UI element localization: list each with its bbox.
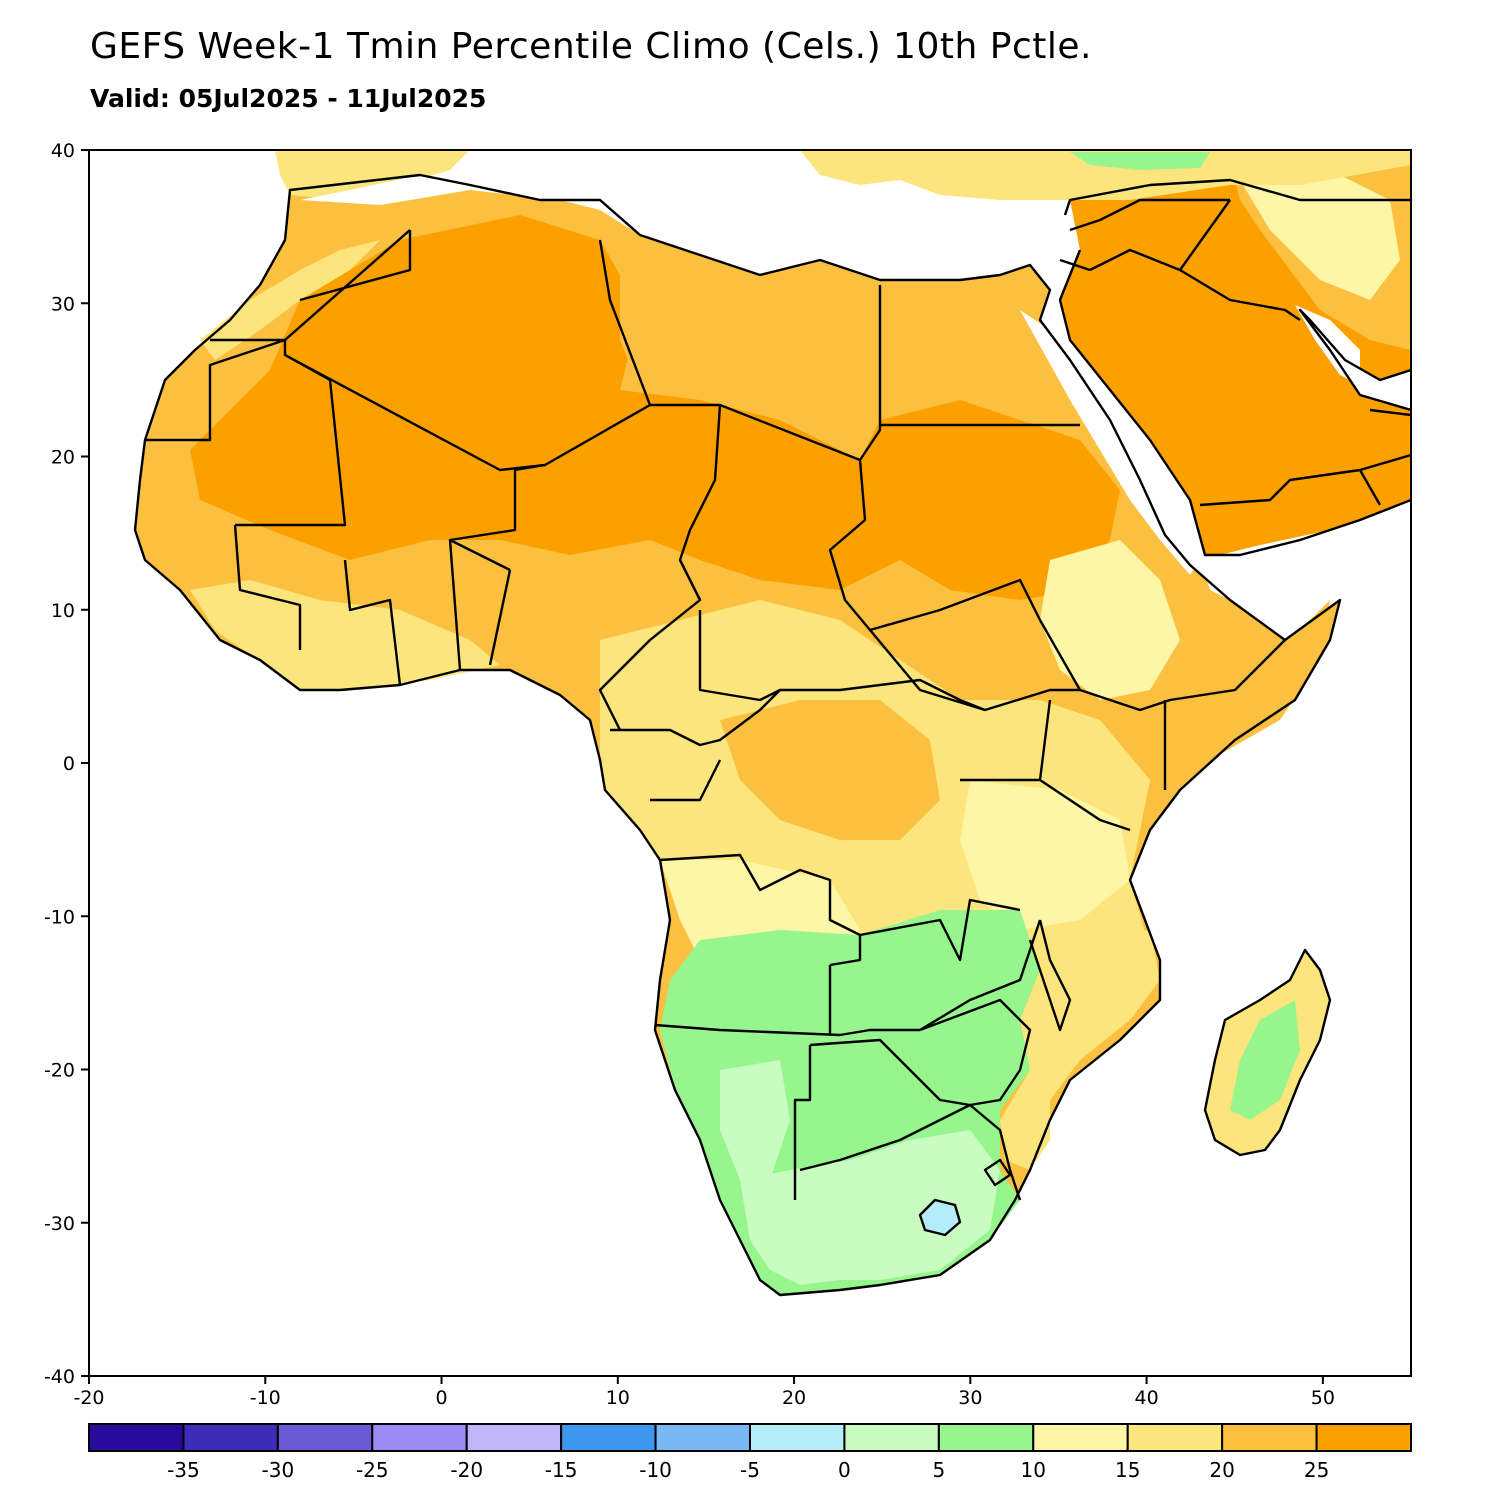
colorbar-label: 10 bbox=[1021, 1458, 1046, 1482]
border-west-africa bbox=[233, 524, 512, 686]
border-botswana bbox=[793, 1038, 972, 1200]
lon-tick-label: 30 bbox=[958, 1387, 982, 1409]
border-south-sudan bbox=[869, 619, 1082, 712]
colorbar-swatch bbox=[276, 1423, 374, 1452]
colorbar-swatch bbox=[371, 1423, 468, 1452]
lat-tick-label: 0 bbox=[63, 753, 75, 775]
guinea-coast-zone bbox=[190, 580, 500, 690]
lat-tick-label: -40 bbox=[44, 1366, 75, 1388]
colorbar-swatch bbox=[1032, 1423, 1129, 1452]
border-zimbabwe-mozambique bbox=[919, 998, 1032, 1201]
border-kenya-tanzania bbox=[960, 699, 1131, 832]
border-algeria bbox=[284, 229, 652, 472]
colorbar-label: 5 bbox=[932, 1458, 945, 1482]
colorbar-swatch bbox=[1126, 1423, 1224, 1452]
red-sea bbox=[1020, 310, 1200, 575]
colorbar-swatch bbox=[937, 1423, 1035, 1452]
colorbar-swatch bbox=[1315, 1423, 1412, 1452]
shaded-field bbox=[135, 150, 1411, 1295]
colorbar-label: -20 bbox=[450, 1458, 483, 1482]
colorbar-label: -15 bbox=[545, 1458, 578, 1482]
lat-tick-label: 10 bbox=[51, 600, 75, 622]
border-arabia bbox=[1089, 199, 1411, 507]
colorbar-label: -25 bbox=[356, 1458, 389, 1482]
tanzania-zone bbox=[960, 780, 1130, 930]
libya-zone bbox=[620, 270, 870, 420]
iran-highlands bbox=[1240, 170, 1400, 300]
lesotho-zone bbox=[920, 1200, 960, 1235]
east-africa-highlands-zone bbox=[1040, 540, 1180, 700]
mediterranean-sea bbox=[300, 175, 1065, 280]
colorbar-label: 15 bbox=[1115, 1458, 1140, 1482]
morocco-coast bbox=[200, 240, 380, 360]
colorbar-label: -10 bbox=[639, 1458, 672, 1482]
lat-tick-label: 30 bbox=[51, 293, 75, 315]
colorbar-swatch bbox=[749, 1423, 846, 1452]
colorbar-swatch bbox=[465, 1423, 563, 1452]
lat-tick-label: -20 bbox=[44, 1060, 75, 1082]
border-car bbox=[698, 610, 986, 712]
border-drc-angola bbox=[659, 853, 1021, 962]
axis-ticks bbox=[81, 149, 1324, 1384]
africa-coastline bbox=[133, 173, 1342, 1297]
arabia-coastline bbox=[1058, 178, 1411, 557]
mozambique-zone bbox=[1000, 930, 1160, 1170]
border-morocco bbox=[210, 230, 412, 342]
border-nigeria-cameroon bbox=[598, 559, 702, 731]
colorbar-label: -30 bbox=[262, 1458, 295, 1482]
madagascar-cool-zone bbox=[1230, 1000, 1300, 1120]
valid-date-range: Valid: 05Jul2025 - 11Jul2025 bbox=[90, 84, 487, 113]
map-title: GEFS Week-1 Tmin Percentile Climo (Cels.… bbox=[90, 26, 1092, 67]
congo-basin-warm bbox=[720, 700, 940, 840]
colorbar-swatch bbox=[1221, 1423, 1318, 1452]
colorbar-swatch bbox=[843, 1423, 940, 1452]
lon-tick-label: 50 bbox=[1311, 1387, 1335, 1409]
colorbar-swatch bbox=[88, 1423, 185, 1452]
border-angola-namibia bbox=[654, 1023, 920, 1037]
border-levant bbox=[1059, 198, 1230, 272]
country-borders bbox=[133, 173, 1411, 1297]
colorbar-label: 20 bbox=[1209, 1458, 1234, 1482]
gulf-of-aden bbox=[1200, 520, 1411, 605]
sahara-zone bbox=[190, 215, 1120, 600]
border-malawi bbox=[1028, 919, 1072, 1032]
lon-tick-label: 0 bbox=[435, 1387, 447, 1409]
colorbar-swatch bbox=[560, 1423, 657, 1452]
lat-tick-label: -10 bbox=[44, 906, 75, 928]
egypt-zone bbox=[880, 285, 1030, 410]
lon-tick-label: 20 bbox=[782, 1387, 806, 1409]
axis-labels: -20 -10 0 10 20 30 40 50 40 30 20 10 0 -10 -20 -30 -40 bbox=[44, 140, 1335, 1409]
border-gabon-congo bbox=[610, 689, 781, 802]
namibia-cool-zone bbox=[720, 1060, 790, 1180]
colorbar-label: -5 bbox=[740, 1458, 760, 1482]
iberia-coast bbox=[275, 150, 470, 200]
madagascar-coastline bbox=[1203, 948, 1332, 1157]
colorbar: -35 -30 -25 -20 -15 -10 -5 0 5 10 15 20 25 bbox=[88, 1423, 1412, 1482]
lat-tick-label: -30 bbox=[44, 1213, 75, 1235]
colorbar-label: 0 bbox=[838, 1458, 851, 1482]
colorbar-swatch bbox=[182, 1423, 279, 1452]
border-eswatini bbox=[983, 1158, 1012, 1187]
lat-tick-label: 20 bbox=[51, 447, 75, 469]
lon-tick-label: -20 bbox=[73, 1387, 104, 1409]
anatolia-cool-patch bbox=[1070, 152, 1210, 170]
border-ethiopia-somalia bbox=[1079, 639, 1286, 790]
mediterranean-north-coast bbox=[800, 150, 1411, 200]
border-mauritania-mali bbox=[145, 338, 347, 527]
lat-tick-label: 40 bbox=[51, 140, 75, 162]
border-lesotho bbox=[918, 1198, 962, 1237]
colorbar-label: -35 bbox=[167, 1458, 200, 1482]
lon-tick-label: 40 bbox=[1135, 1387, 1159, 1409]
lon-tick-label: 10 bbox=[606, 1387, 630, 1409]
somalia-coast bbox=[1170, 600, 1330, 790]
lon-tick-label: -10 bbox=[250, 1387, 281, 1409]
colorbar-label: 25 bbox=[1304, 1458, 1329, 1482]
colorbar-swatch bbox=[654, 1423, 751, 1452]
border-zambia bbox=[828, 919, 1042, 1035]
border-chad-sudan bbox=[828, 459, 1042, 632]
